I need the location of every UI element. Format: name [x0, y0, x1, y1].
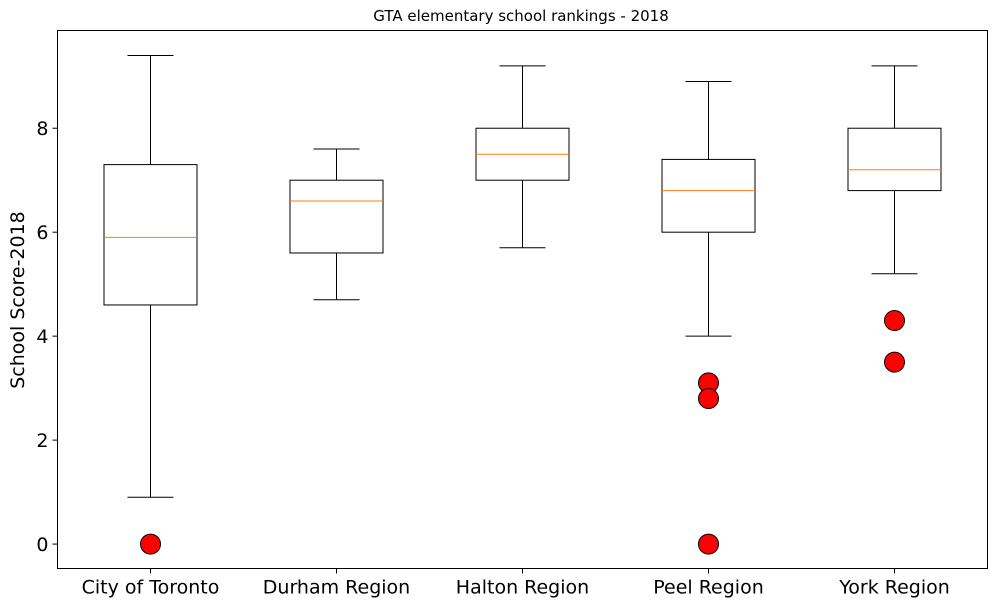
x-tick-label: City of Toronto	[82, 577, 220, 599]
y-axis-label: School Score-2018	[7, 211, 29, 389]
outlier-point	[698, 533, 719, 555]
y-tick-label: 0	[36, 534, 48, 556]
box-iqr	[289, 179, 384, 254]
box-iqr	[661, 158, 756, 233]
outlier-point	[884, 310, 905, 332]
outlier-point	[698, 388, 719, 410]
y-tick-label: 2	[36, 430, 48, 452]
y-tick-label: 4	[36, 326, 48, 348]
x-tick-label: Halton Region	[456, 577, 589, 599]
y-tick-label: 8	[36, 118, 48, 140]
x-tick-label: Peel Region	[653, 577, 764, 599]
outlier-point	[140, 533, 161, 555]
y-tick-label: 6	[36, 222, 48, 244]
box-iqr	[103, 164, 198, 306]
outlier-point	[884, 351, 905, 373]
x-tick-label: York Region	[838, 577, 950, 599]
x-tick-label: Durham Region	[263, 577, 410, 599]
chart-title: GTA elementary school rankings - 2018	[373, 7, 669, 25]
box-iqr	[847, 127, 942, 192]
